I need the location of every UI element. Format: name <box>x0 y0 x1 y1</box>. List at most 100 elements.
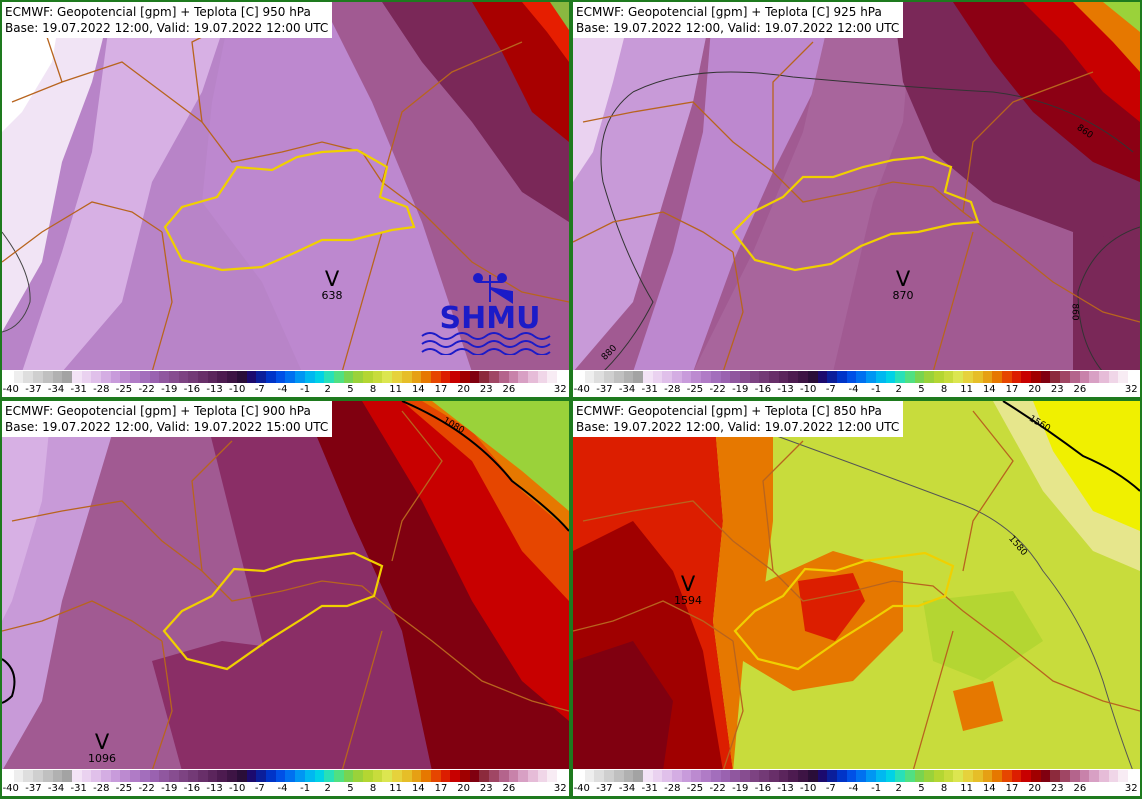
scale-tick-label: 26 <box>1073 783 1087 794</box>
color-swatch <box>430 770 441 782</box>
color-swatch <box>139 371 150 383</box>
marker-value: 1096 <box>88 752 116 765</box>
color-swatch <box>372 371 383 383</box>
scale-tick-label: 17 <box>1005 783 1019 794</box>
color-swatch <box>1118 371 1129 383</box>
color-swatch <box>681 371 692 383</box>
scale-tick-label: 2 <box>895 384 902 395</box>
color-swatch <box>807 371 818 383</box>
high-pressure-marker: V 638 <box>307 268 357 302</box>
color-swatch <box>759 371 770 383</box>
color-swatch <box>149 371 160 383</box>
color-swatch <box>382 371 393 383</box>
color-swatch <box>149 770 160 782</box>
scale-tick-label: -37 <box>596 783 613 794</box>
scale-tick-label: -34 <box>618 384 636 395</box>
color-swatch <box>304 371 315 383</box>
color-swatch <box>421 770 431 782</box>
high-pressure-marker: V 1096 <box>77 731 127 765</box>
color-swatch <box>1050 371 1061 383</box>
scale-tick-label: 17 <box>434 384 448 395</box>
scale-tick-label: 8 <box>369 783 377 794</box>
color-scale: -40 -37 -34 -31 -28 -25 -22 -19 -16 -13 -10 -7 -4 -1 2… <box>2 769 569 796</box>
scale-tick-label: -19 <box>732 384 749 395</box>
color-swatch <box>1001 770 1012 782</box>
scale-tick-label: -10 <box>800 384 817 395</box>
color-swatch <box>1031 770 1041 782</box>
color-swatch <box>440 371 451 383</box>
color-swatch <box>943 371 954 383</box>
scale-tick-label: 20 <box>457 384 470 395</box>
scale-tick-label: -22 <box>138 783 155 794</box>
slovakia-outline <box>163 148 416 272</box>
scale-tick-label: -28 <box>93 783 110 794</box>
color-swatch <box>168 371 179 383</box>
color-swatch <box>207 371 218 383</box>
color-swatch <box>130 371 140 383</box>
color-swatch <box>217 371 228 383</box>
color-swatch <box>13 371 24 383</box>
color-swatch <box>71 770 82 782</box>
color-swatch <box>265 371 276 383</box>
color-swatch <box>401 371 412 383</box>
country-borders <box>573 410 1140 772</box>
color-swatch <box>681 770 692 782</box>
color-swatch <box>110 770 121 782</box>
color-swatch <box>749 371 760 383</box>
color-swatch <box>953 371 964 383</box>
scale-tick-label: 2 <box>895 783 902 794</box>
color-swatch <box>333 770 344 782</box>
color-swatch <box>972 371 983 383</box>
color-swatch <box>236 371 247 383</box>
color-swatch <box>827 770 837 782</box>
scale-tick-label: 32 <box>1124 384 1138 395</box>
scale-tick-label: -1 <box>871 384 882 395</box>
scale-tick-label: -10 <box>229 384 246 395</box>
color-swatch <box>885 371 896 383</box>
color-swatch <box>769 770 779 782</box>
color-swatch <box>479 371 490 383</box>
scale-tick-label: 5 <box>918 783 925 794</box>
color-swatch <box>498 770 509 782</box>
color-swatch <box>1069 371 1080 383</box>
color-swatch <box>730 371 740 383</box>
scale-tick-label: -13 <box>206 384 223 395</box>
color-swatch <box>450 371 461 383</box>
panel-title: ECMWF: Geopotencial [gpm] + Teplota [C] … <box>573 401 904 437</box>
color-swatch <box>401 770 412 782</box>
color-swatch <box>749 770 760 782</box>
scale-tick-label: -19 <box>161 783 178 794</box>
color-swatch <box>353 770 364 782</box>
scale-tick-label: -25 <box>115 384 133 395</box>
color-swatch <box>992 371 1002 383</box>
scale-tick-label: 23 <box>479 384 493 395</box>
color-swatch <box>178 770 189 782</box>
color-swatch <box>943 770 954 782</box>
title-line-1: ECMWF: Geopotencial [gpm] + Teplota [C] … <box>5 5 311 19</box>
color-swatch <box>246 371 257 383</box>
color-scale-bar <box>4 770 567 782</box>
color-swatch <box>662 371 673 383</box>
color-swatch <box>518 770 528 782</box>
color-swatch <box>130 770 140 782</box>
color-swatch <box>1011 371 1022 383</box>
scale-tick-label: 5 <box>347 783 354 794</box>
title-line-2: Base: 19.07.2022 12:00, Valid: 19.07.202… <box>576 21 900 35</box>
color-swatch <box>904 770 915 782</box>
color-swatch <box>411 371 422 383</box>
color-swatch <box>265 770 276 782</box>
color-swatch <box>633 770 643 782</box>
color-scale-bar <box>575 770 1138 782</box>
color-swatch <box>363 770 373 782</box>
scale-tick-label: -7 <box>825 384 836 395</box>
scale-tick-label: 14 <box>411 384 425 395</box>
color-swatch <box>295 770 305 782</box>
scale-tick-label: 5 <box>347 384 354 395</box>
color-swatch <box>575 770 585 782</box>
color-swatch <box>856 770 867 782</box>
scale-tick-label: -22 <box>138 384 155 395</box>
color-swatch <box>1040 371 1051 383</box>
color-swatch <box>1060 371 1070 383</box>
scale-tick-label: 2 <box>324 783 331 794</box>
scale-tick-label: -28 <box>93 384 110 395</box>
